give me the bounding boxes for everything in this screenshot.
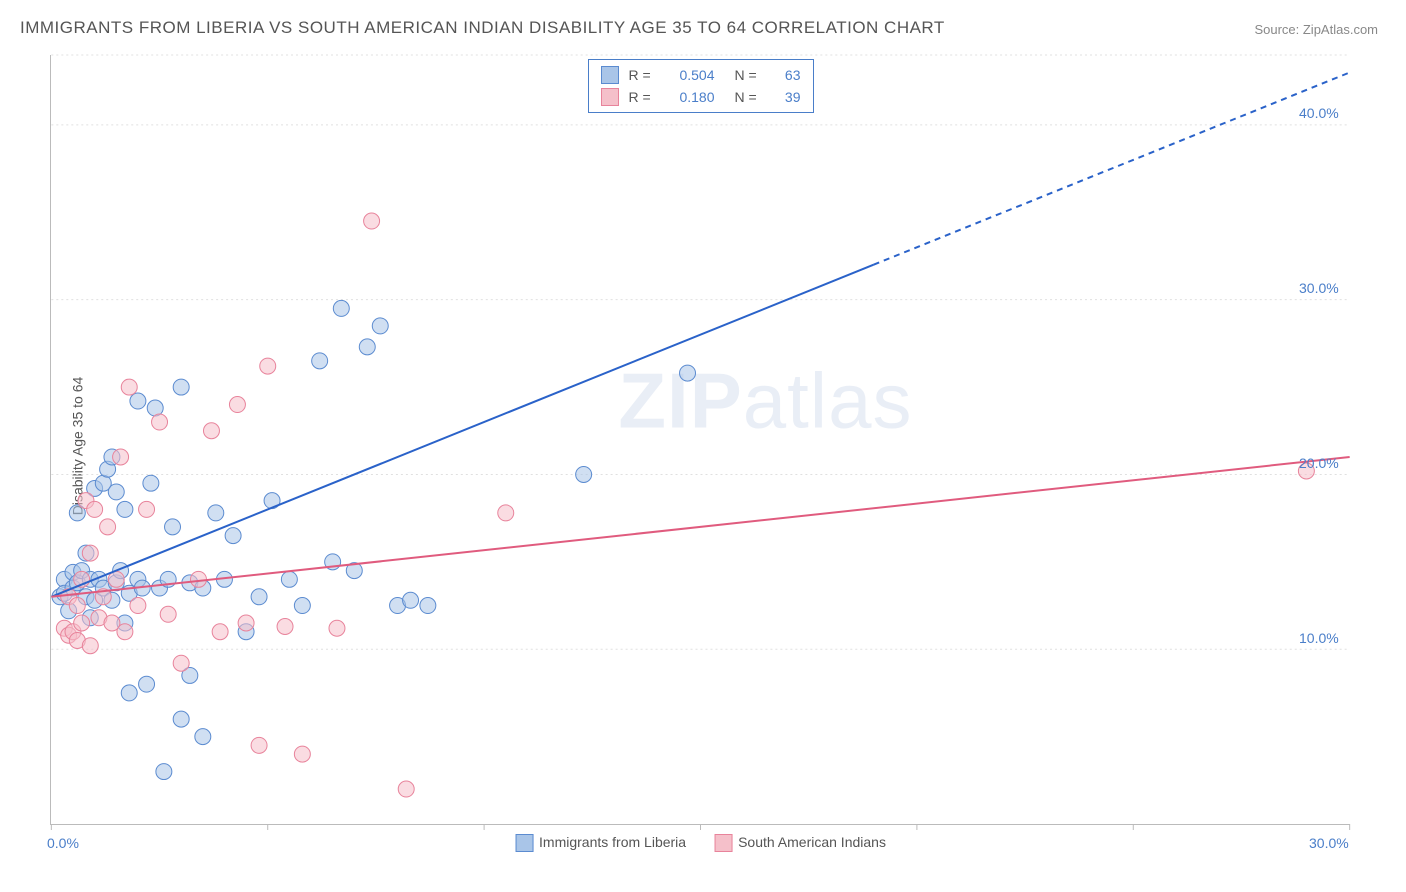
data-point [403, 592, 419, 608]
data-point [251, 737, 267, 753]
chart-svg [51, 55, 1350, 824]
r-value: 0.504 [667, 64, 715, 86]
legend-item: South American Indians [714, 834, 886, 852]
data-point [130, 598, 146, 614]
data-point [139, 676, 155, 692]
data-point [203, 423, 219, 439]
data-point [173, 711, 189, 727]
data-point [260, 358, 276, 374]
data-point [130, 393, 146, 409]
data-point [139, 501, 155, 517]
chart-title: IMMIGRANTS FROM LIBERIA VS SOUTH AMERICA… [20, 18, 945, 38]
data-point [364, 213, 380, 229]
data-point [117, 624, 133, 640]
legend-label: Immigrants from Liberia [539, 834, 686, 850]
data-point [294, 746, 310, 762]
legend-swatch [714, 834, 732, 852]
data-point [229, 397, 245, 413]
x-tick-label: 0.0% [47, 835, 79, 851]
n-label: N = [735, 86, 763, 108]
data-point [251, 589, 267, 605]
y-grid-label: 30.0% [1299, 280, 1339, 296]
r-label: R = [629, 64, 657, 86]
data-point [208, 505, 224, 521]
legend-swatch [601, 66, 619, 84]
data-point [225, 528, 241, 544]
data-point [82, 638, 98, 654]
y-grid-label: 40.0% [1299, 105, 1339, 121]
legend-label: South American Indians [738, 834, 886, 850]
legend-swatch [515, 834, 533, 852]
y-grid-label: 10.0% [1299, 630, 1339, 646]
data-point [359, 339, 375, 355]
data-point [173, 655, 189, 671]
data-point [69, 598, 85, 614]
legend-correlation-box: R = 0.504 N = 63 R = 0.180 N = 39 [588, 59, 814, 113]
data-point [152, 414, 168, 430]
trendline-solid [51, 457, 1349, 597]
data-point [108, 484, 124, 500]
legend-item: Immigrants from Liberia [515, 834, 686, 852]
legend-top-row: R = 0.504 N = 63 [601, 64, 801, 86]
trendline-solid [51, 265, 873, 597]
data-point [82, 545, 98, 561]
x-tick-label: 30.0% [1309, 835, 1349, 851]
data-point [190, 571, 206, 587]
legend-swatch [601, 88, 619, 106]
data-point [277, 619, 293, 635]
data-point [117, 501, 133, 517]
data-point [113, 449, 129, 465]
data-point [312, 353, 328, 369]
data-point [576, 466, 592, 482]
data-point [165, 519, 181, 535]
data-point [173, 379, 189, 395]
data-point [238, 615, 254, 631]
trendline-dashed [874, 72, 1350, 264]
data-point [498, 505, 514, 521]
data-point [74, 615, 90, 631]
data-point [420, 598, 436, 614]
r-value: 0.180 [667, 86, 715, 108]
data-point [87, 501, 103, 517]
y-grid-label: 20.0% [1299, 455, 1339, 471]
r-label: R = [629, 86, 657, 108]
data-point [329, 620, 345, 636]
data-point [143, 475, 159, 491]
scatter-plot-area: ZIPatlas R =0.504 N =63R =0.180 N =39 Im… [50, 55, 1350, 825]
data-point [121, 685, 137, 701]
data-point [294, 598, 310, 614]
data-point [680, 365, 696, 381]
n-value: 39 [773, 86, 801, 108]
data-point [156, 764, 172, 780]
legend-series: Immigrants from Liberia South American In… [515, 834, 886, 852]
data-point [333, 300, 349, 316]
data-point [160, 606, 176, 622]
data-point [212, 624, 228, 640]
n-label: N = [735, 64, 763, 86]
data-point [372, 318, 388, 334]
data-point [398, 781, 414, 797]
data-point [195, 729, 211, 745]
data-point [281, 571, 297, 587]
data-point [100, 519, 116, 535]
source-attribution: Source: ZipAtlas.com [1254, 22, 1378, 37]
data-point [121, 379, 137, 395]
legend-top-row: R = 0.180 N = 39 [601, 86, 801, 108]
n-value: 63 [773, 64, 801, 86]
